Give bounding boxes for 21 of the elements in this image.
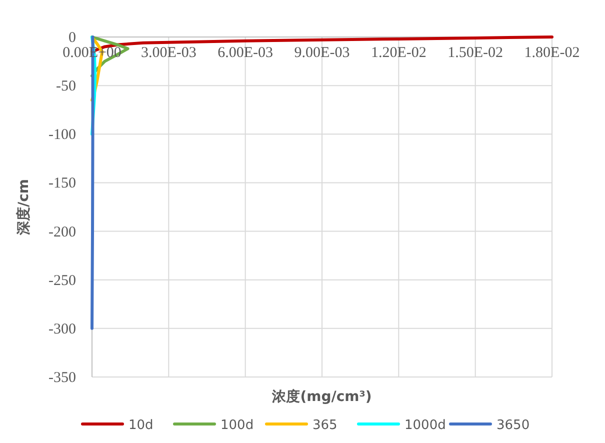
x-tick-label: 1.80E-02 <box>524 45 580 61</box>
y-tick-label: -150 <box>48 176 76 192</box>
legend-label: 1000d <box>404 418 446 433</box>
legend-label: 365 <box>312 418 338 433</box>
x-tick-label: 3.00E-03 <box>140 45 196 61</box>
x-tick-label: 9.00E-03 <box>294 45 350 61</box>
x-tick-label: 1.50E-02 <box>448 45 504 61</box>
legend-label: 10d <box>128 418 154 433</box>
y-tick-label: -350 <box>48 370 76 386</box>
x-axis-title: 浓度(mg/cm³) <box>271 388 372 405</box>
legend-label: 3650 <box>496 418 530 433</box>
y-tick-label: -100 <box>48 127 76 144</box>
y-tick-label: -50 <box>56 78 76 95</box>
x-tick-label: 1.20E-02 <box>370 45 426 61</box>
legend-label: 100d <box>220 418 254 433</box>
x-tick-label: 6.00E-03 <box>218 45 274 61</box>
y-tick-label: 0 <box>68 30 76 46</box>
y-tick-label: -250 <box>48 272 76 289</box>
y-tick-label: -200 <box>48 224 76 240</box>
y-axis-title: 深度/cm <box>15 179 32 236</box>
y-tick-label: -300 <box>48 321 76 338</box>
